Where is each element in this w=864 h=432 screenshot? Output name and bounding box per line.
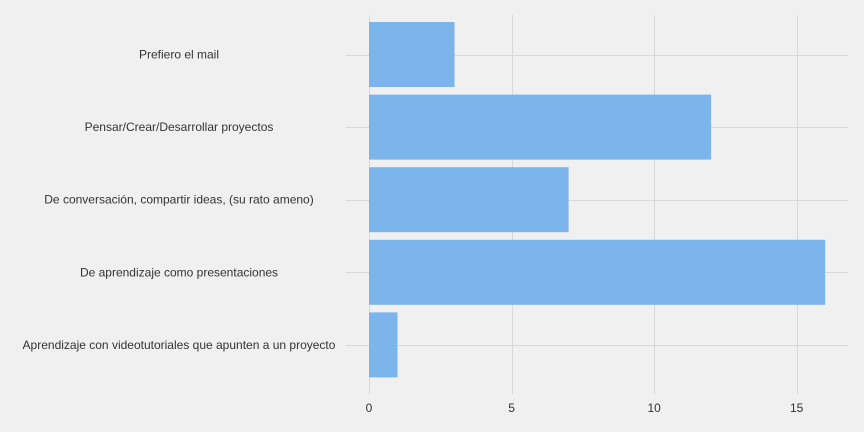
category-label-2: De conversación, compartir ideas, (su ra…: [44, 193, 313, 207]
x-tick-label-2: 10: [647, 401, 661, 415]
bars: [369, 22, 826, 378]
bar-3: [369, 239, 826, 305]
category-label-1: Pensar/Crear/Desarrollar proyectos: [85, 120, 274, 134]
category-label-3: De aprendizaje como presentaciones: [80, 265, 278, 279]
x-tick-label-0: 0: [366, 401, 373, 415]
bar-0: [369, 22, 455, 87]
bar-2: [369, 167, 569, 233]
category-label-4: Aprendizaje con videotutoriales que apun…: [23, 338, 336, 352]
x-tick-label-1: 5: [508, 401, 515, 415]
x-axis-tick-labels: 0 5 10 15: [366, 401, 804, 415]
bar-4: [369, 312, 398, 378]
category-label-0: Prefiero el mail: [139, 48, 219, 62]
category-labels: Prefiero el mail Pensar/Crear/Desarrollar…: [23, 48, 336, 352]
x-tick-label-3: 15: [790, 401, 804, 415]
bar-1: [369, 94, 712, 160]
